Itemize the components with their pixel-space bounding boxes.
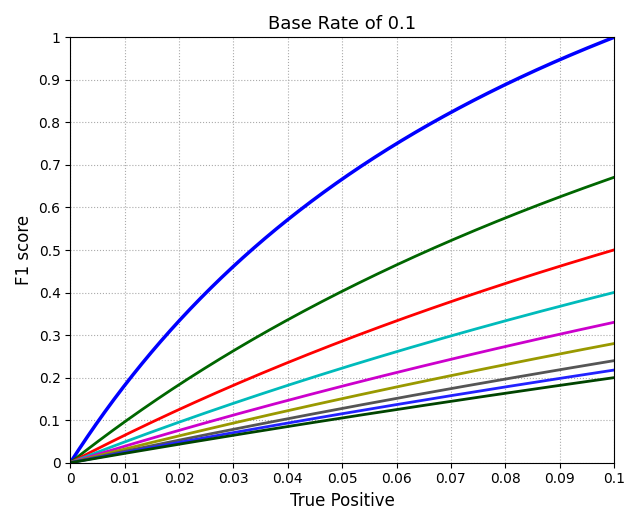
X-axis label: True Positive: True Positive [290,492,395,510]
Y-axis label: F1 score: F1 score [15,215,33,285]
Title: Base Rate of 0.1: Base Rate of 0.1 [268,15,416,33]
